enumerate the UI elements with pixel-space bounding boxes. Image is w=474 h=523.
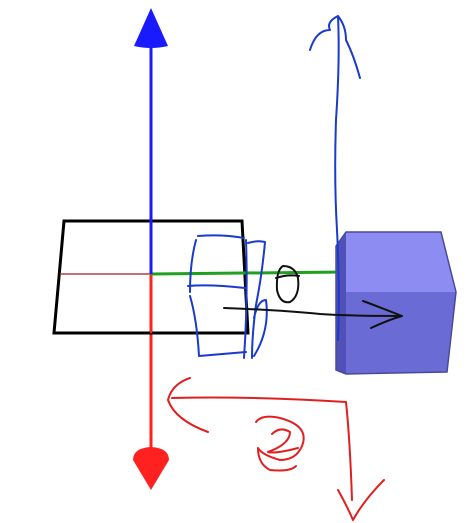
hand-drawn-black-arrow (223, 300, 403, 329)
hand-drawn-red-bracket (167, 377, 385, 521)
hand-drawn-blue-box (187, 234, 268, 359)
cube-front-face (346, 292, 456, 374)
y-axis-line (150, 270, 346, 276)
z-axis-arrowhead (134, 8, 168, 48)
hand-drawn-zero (275, 265, 300, 304)
cube-outline (335, 231, 457, 375)
hand-drawn-blue-arrow (309, 15, 361, 341)
x-axis-arrowhead (133, 447, 169, 490)
cube-top-face (346, 232, 456, 292)
hand-drawn-two (255, 415, 305, 472)
ground-plane (52, 219, 250, 335)
